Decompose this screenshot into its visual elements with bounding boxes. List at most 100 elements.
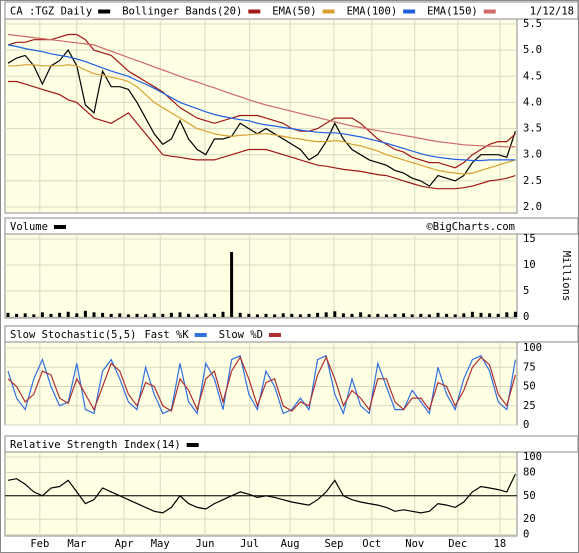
volume-bar: [135, 313, 139, 317]
volume-bar: [109, 313, 113, 317]
y-tick-label: 80: [523, 467, 536, 479]
y-tick-label: 4.0: [523, 96, 542, 108]
volume-bar: [75, 313, 79, 317]
volume-bar: [307, 313, 311, 317]
volume-bar: [92, 312, 96, 317]
volume-bar: [161, 313, 165, 317]
x-tick-label: Jul: [240, 538, 259, 550]
y-tick-label: 2.5: [523, 175, 542, 187]
x-tick-label: May: [151, 538, 170, 550]
volume-bar: [118, 313, 122, 317]
x-tick-label: Jun: [195, 538, 214, 550]
x-tick-label: Sep: [324, 538, 343, 550]
volume-bar: [333, 311, 337, 317]
volume-bar: [445, 313, 449, 317]
plot-area: [4, 451, 518, 537]
volume-bar: [376, 313, 380, 317]
legend-label: Slow %D: [219, 329, 263, 341]
legend-swatch: [483, 9, 496, 14]
y-tick-label: 5.0: [523, 44, 542, 56]
volume-bar: [488, 313, 492, 317]
legend-label: Volume: [10, 221, 48, 233]
y-tick-label: 100: [523, 451, 542, 463]
x-tick-label: Feb: [30, 538, 49, 550]
series-line: [7, 49, 516, 187]
x-tick-label: Apr: [115, 538, 134, 550]
legend-swatch: [268, 333, 281, 337]
volume-bar: [101, 312, 105, 317]
volume-bar: [410, 314, 414, 317]
volume-bar: [230, 252, 234, 317]
volume-bar: [513, 311, 517, 317]
volume-bar: [66, 311, 70, 317]
series-line: [8, 80, 516, 190]
volume-bar: [479, 312, 483, 317]
volume-bar: [419, 313, 423, 317]
volume-bar: [152, 313, 156, 317]
volume-bar: [204, 313, 208, 317]
volume-bar: [264, 313, 268, 317]
volume-bar: [83, 310, 87, 317]
volume-bar: [6, 312, 10, 317]
volume-bar: [32, 314, 36, 317]
legend-label: Relative Strength Index(14): [10, 439, 181, 451]
volume-bar: [316, 312, 320, 317]
x-tick-label: 18: [494, 538, 507, 550]
volume-bar: [290, 313, 294, 317]
volume-bar: [195, 314, 199, 317]
panel-title: Slow Stochastic(5,5): [10, 329, 136, 341]
legend-swatch: [248, 9, 261, 14]
legend-swatch: [403, 9, 416, 14]
y-tick-label: 100: [523, 342, 542, 354]
legend-swatch: [186, 443, 199, 447]
legend-swatch: [53, 225, 66, 229]
y-tick-label: 10: [523, 259, 536, 271]
legend-label: EMA(100): [347, 6, 398, 18]
volume-bar: [402, 313, 406, 317]
volume-bar: [49, 313, 53, 317]
volume-bar: [221, 311, 225, 317]
y-tick-label: 20: [523, 513, 536, 525]
volume-bar: [427, 314, 431, 317]
volume-bar: [40, 312, 44, 317]
volume-bar: [350, 313, 354, 317]
x-tick-label: Nov: [405, 538, 424, 550]
y-axis-label: Millions: [560, 251, 572, 302]
volume-bar: [212, 313, 216, 317]
volume-bar: [505, 312, 509, 317]
volume-bar: [384, 314, 388, 317]
volume-bar: [453, 314, 457, 317]
legend-swatch: [322, 9, 335, 14]
volume-bar: [496, 313, 500, 317]
volume-bar: [367, 314, 371, 317]
series-line: [7, 473, 516, 514]
volume-bar: [298, 314, 302, 317]
y-tick-label: 5.5: [523, 18, 542, 30]
series-line: [7, 33, 516, 169]
legend-swatch: [194, 333, 207, 337]
volume-bar: [470, 311, 474, 317]
legend-label: Bollinger Bands(20): [122, 6, 242, 18]
series-line: [7, 33, 516, 148]
volume-bar: [144, 314, 148, 317]
x-tick-label: Oct: [362, 538, 381, 550]
x-tick-label: Mar: [67, 538, 86, 550]
y-tick-label: 25: [523, 400, 536, 412]
series-line: [7, 44, 516, 162]
y-tick-label: 3.0: [523, 149, 542, 161]
x-tick-label: Aug: [281, 538, 300, 550]
y-tick-label: 5: [523, 285, 529, 297]
y-tick-label: 2.0: [523, 201, 542, 213]
volume-bar: [273, 314, 277, 317]
volume-bar: [15, 313, 19, 317]
y-tick-label: 50: [523, 381, 536, 393]
volume-bar: [462, 313, 466, 317]
plot-area: [4, 233, 518, 319]
series-line: [7, 355, 516, 413]
date-label: 1/12/18: [530, 6, 574, 18]
y-tick-label: 50: [523, 490, 536, 502]
volume-bar: [169, 312, 173, 317]
volume-bar: [281, 313, 285, 317]
volume-bar: [178, 312, 182, 317]
